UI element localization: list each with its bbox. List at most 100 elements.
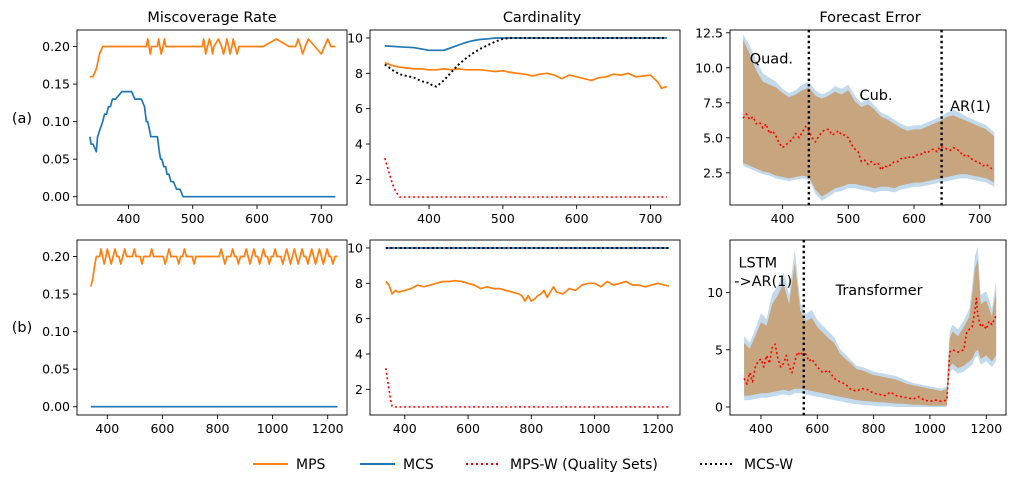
x-tick-label: 1000 [579, 421, 611, 436]
plot-area [89, 248, 338, 408]
x-tick-label: 600 [805, 421, 829, 436]
series-line-mps [385, 279, 670, 302]
series-line-mcs [89, 90, 336, 198]
x-tick-label: 600 [902, 211, 926, 226]
panel-a-cardinality: Cardinality 400 500 600 700 2 4 6 8 10 [347, 10, 681, 226]
annotation: Cub. [859, 88, 892, 104]
x-tick-label: 1000 [914, 421, 946, 436]
y-tick-label: 10.0 [695, 60, 723, 75]
y-tick-label: 0.15 [42, 77, 70, 92]
x-tick-label: 1000 [257, 421, 289, 436]
series-line-mps [89, 248, 338, 287]
y-tick-label: 8 [355, 66, 363, 81]
interval-band [744, 259, 997, 406]
x-tick-label: 1200 [642, 421, 674, 436]
x-tick-label: 700 [309, 211, 333, 226]
row-label-a: (a) [12, 111, 32, 127]
panel-a-forecast-error: Forecast Error Quad. Cub. AR(1) 400 500 600 70… [695, 10, 1007, 226]
annotation: AR(1) [950, 99, 991, 115]
series-line-mcsw [384, 37, 667, 88]
y-tick-label: 6 [355, 311, 363, 326]
y-tick-label: 0.00 [42, 189, 70, 204]
x-tick-label: 600 [565, 211, 589, 226]
y-tick-label: 8 [355, 276, 363, 291]
axes-frame [76, 239, 348, 416]
series-line-mcs [384, 37, 667, 52]
y-tick-label: 10 [707, 285, 723, 300]
axes-frame [729, 239, 1007, 416]
y-tick-label: 7.5 [703, 95, 723, 110]
x-tick-label: 600 [150, 421, 174, 436]
series-line-mpsw [385, 368, 669, 408]
x-tick-label: 700 [639, 211, 663, 226]
annotation: Transformer [835, 283, 923, 299]
x-tick-label: 800 [862, 421, 886, 436]
y-tick-label: 0.20 [42, 39, 70, 54]
x-tick-label: 1200 [312, 421, 344, 436]
x-tick-label: 400 [95, 421, 119, 436]
legend-label-mps: MPS [296, 457, 326, 473]
x-tick-label: 600 [456, 421, 480, 436]
panel-b-cardinality: 400 600 800 1000 1200 2 4 6 8 10 [347, 239, 681, 436]
y-tick-label: 12.5 [695, 25, 723, 40]
y-tick-label: 2.5 [703, 165, 723, 180]
y-tick-label: 4 [355, 137, 363, 152]
series-line-mpsw [742, 113, 995, 171]
panel-b-miscoverage: (b) 400 600 800 1000 1200 0.00 0.05 0.10 0.15 0.2… [12, 239, 348, 436]
x-tick-label: 500 [836, 211, 860, 226]
plot-area [385, 247, 670, 408]
y-tick-label: 5 [715, 342, 723, 357]
y-tick-label: 10 [347, 240, 363, 255]
legend-label-mcs: MCS [403, 457, 434, 473]
series-line-mps [384, 61, 667, 90]
interval-band [743, 39, 995, 197]
x-tick-label: 800 [206, 421, 230, 436]
panel-title: Forecast Error [819, 10, 920, 26]
x-tick-label: 400 [417, 211, 441, 226]
x-tick-label: 400 [749, 421, 773, 436]
x-tick-label: 600 [245, 211, 269, 226]
y-tick-label: 0.20 [42, 249, 70, 264]
x-tick-label: 400 [116, 211, 140, 226]
x-tick-label: 500 [181, 211, 205, 226]
series-line-mps [89, 38, 336, 78]
row-label-b: (b) [12, 320, 33, 336]
legend: MPS MCS MPS-W (Quality Sets) MCS-W [253, 457, 793, 473]
y-tick-label: 0 [715, 399, 723, 414]
x-tick-label: 800 [519, 421, 543, 436]
y-tick-label: 0.10 [42, 114, 70, 129]
y-tick-label: 0.00 [42, 399, 70, 414]
panel-b-forecast-error: LSTM ->AR(1) Transformer 400 600 800 1000 1200 0… [707, 239, 1007, 436]
panel-title: Miscoverage Rate [147, 10, 276, 26]
plot-area [743, 246, 997, 407]
annotation: ->AR(1) [734, 274, 792, 290]
axes-frame [369, 239, 681, 416]
x-tick-label: 400 [393, 421, 417, 436]
axes-frame [729, 29, 1007, 206]
y-tick-label: 2 [355, 172, 363, 187]
y-tick-label: 4 [355, 347, 363, 362]
annotation: Quad. [750, 52, 793, 68]
plot-area [384, 37, 667, 198]
legend-label-mcsw: MCS-W [744, 457, 793, 473]
y-tick-label: 0.05 [42, 362, 70, 377]
x-tick-label: 700 [968, 211, 992, 226]
x-tick-label: 500 [491, 211, 515, 226]
y-tick-label: 5.0 [703, 130, 723, 145]
plot-area [742, 34, 995, 201]
y-tick-label: 10 [347, 30, 363, 45]
y-tick-label: 2 [355, 382, 363, 397]
panel-a-miscoverage: Miscoverage Rate (a) 400 500 600 700 0.00 0.0… [12, 10, 348, 226]
series-line-mpsw [384, 157, 667, 198]
x-tick-label: 400 [771, 211, 795, 226]
x-tick-label: 1200 [970, 421, 1002, 436]
y-tick-label: 0.10 [42, 324, 70, 339]
axes-frame [369, 29, 681, 206]
annotation: LSTM [738, 255, 777, 271]
y-tick-label: 0.05 [42, 152, 70, 167]
y-tick-label: 6 [355, 101, 363, 116]
panel-title: Cardinality [503, 10, 582, 26]
legend-label-mpsw: MPS-W (Quality Sets) [510, 457, 658, 473]
axes-frame [76, 29, 348, 206]
